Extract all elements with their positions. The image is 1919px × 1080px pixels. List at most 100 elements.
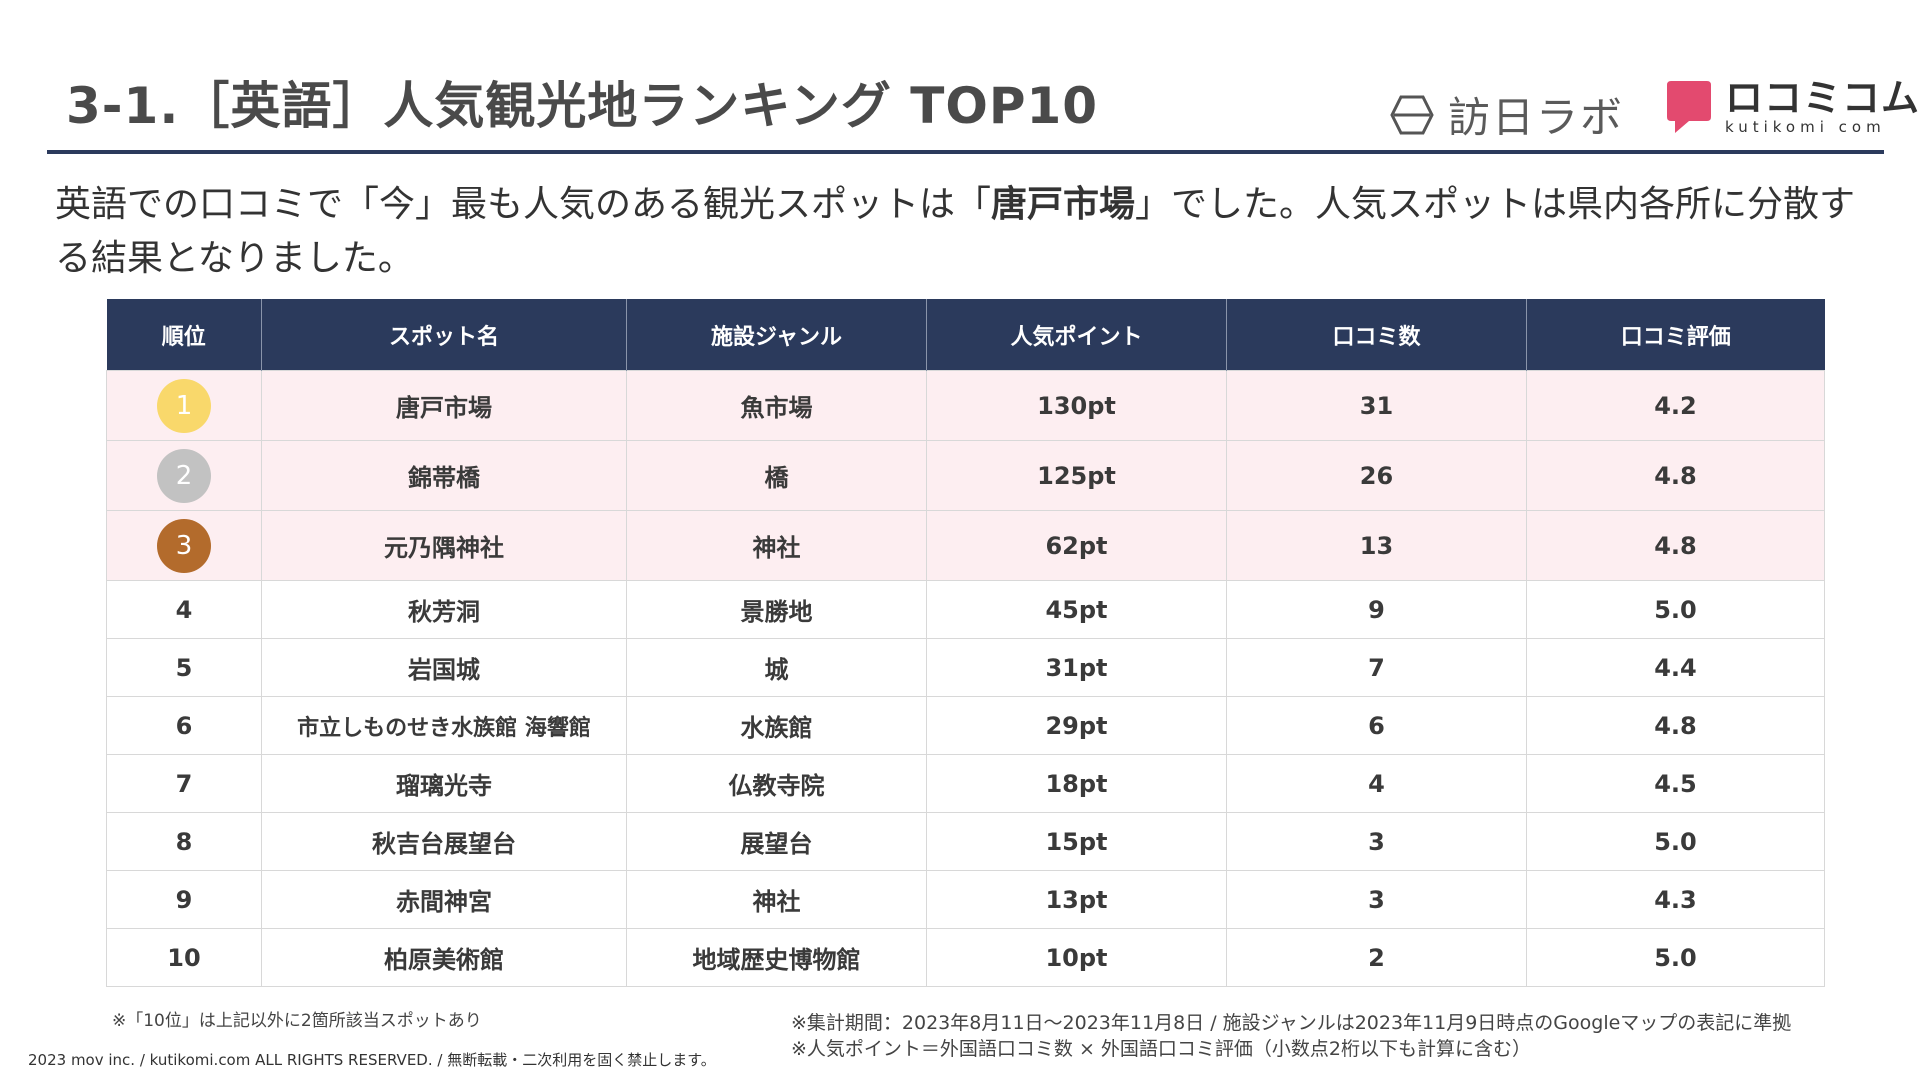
lead-text: 英語での口コミで「今」最も人気のある観光スポットは「唐戸市場」でした。人気スポッ…: [55, 178, 1885, 286]
spot-cell: 赤間神宮: [261, 870, 627, 929]
count-cell: 3: [1226, 870, 1527, 929]
footnote-rank10: ※「10位」は上記以外に2箇所該当スポットあり: [112, 1011, 482, 1031]
kutikomi-logo-text: ロコミコム: [1725, 76, 1919, 120]
table-row: 8 秋吉台展望台 展望台 15pt 3 5.0: [106, 812, 1825, 871]
rank-cell: 4: [106, 580, 262, 639]
table-row: 5 岩国城 城 31pt 7 4.4: [106, 638, 1825, 697]
spot-cell: 市立しものせき水族館 海響館: [261, 696, 627, 755]
genre-cell: 景勝地: [626, 580, 927, 639]
genre-cell: 橋: [626, 440, 927, 511]
count-cell: 4: [1226, 754, 1527, 813]
table-row: 2 錦帯橋 橋 125pt 26 4.8: [106, 440, 1825, 511]
header-rating: 口コミ評価: [1526, 299, 1825, 371]
silver-medal-badge: 2: [157, 448, 211, 503]
count-cell: 3: [1226, 812, 1527, 871]
table-row: 1 唐戸市場 魚市場 130pt 31 4.2: [106, 370, 1825, 441]
count-cell: 31: [1226, 370, 1527, 441]
genre-cell: 魚市場: [626, 370, 927, 441]
rank-cell: 10: [106, 928, 262, 987]
lead-part-2: 」でした。人気スポットは県内各所に分散する結果となりました。: [55, 184, 1856, 279]
lead-part-1: 英語での口コミで「今」最も人気のある観光スポットは「: [55, 184, 992, 225]
header-rank: 順位: [106, 299, 262, 371]
points-cell: 13pt: [926, 870, 1227, 929]
ranking-table: 順位 スポット名 施設ジャンル 人気ポイント 口コミ数 口コミ評価 1 唐戸市場…: [106, 299, 1825, 987]
spot-cell: 唐戸市場: [261, 370, 627, 441]
rank-cell: 9: [106, 870, 262, 929]
lead-highlight: 唐戸市場: [991, 184, 1136, 225]
count-cell: 2: [1226, 928, 1527, 987]
points-cell: 29pt: [926, 696, 1227, 755]
gold-medal-badge: 1: [157, 378, 211, 433]
rank-cell: 3: [106, 510, 262, 581]
header-points: 人気ポイント: [926, 299, 1227, 371]
table-row: 9 赤間神宮 神社 13pt 3 4.3: [106, 870, 1825, 929]
rank-cell: 1: [106, 370, 262, 441]
genre-cell: 展望台: [626, 812, 927, 871]
genre-cell: 水族館: [626, 696, 927, 755]
logos: 訪日ラボ ロコミコム kutikomi com: [1390, 78, 1919, 142]
rating-cell: 5.0: [1526, 580, 1825, 639]
points-cell: 62pt: [926, 510, 1227, 581]
kutikomi-logo: ロコミコム kutikomi com: [1665, 78, 1919, 136]
table-row: 4 秋芳洞 景勝地 45pt 9 5.0: [106, 580, 1825, 639]
kutikomi-logo-subtext: kutikomi com: [1725, 118, 1886, 136]
count-cell: 7: [1226, 638, 1527, 697]
houjin-lab-hexagon-icon: [1390, 95, 1434, 134]
count-cell: 26: [1226, 440, 1527, 511]
genre-cell: 神社: [626, 870, 927, 929]
bronze-medal-badge: 3: [157, 518, 211, 573]
spot-cell: 秋吉台展望台: [261, 812, 627, 871]
count-cell: 9: [1226, 580, 1527, 639]
count-cell: 6: [1226, 696, 1527, 755]
rating-cell: 4.8: [1526, 696, 1825, 755]
genre-cell: 城: [626, 638, 927, 697]
rank-cell: 8: [106, 812, 262, 871]
spot-cell: 錦帯橋: [261, 440, 627, 511]
points-cell: 45pt: [926, 580, 1227, 639]
table-header-row: 順位 スポット名 施設ジャンル 人気ポイント 口コミ数 口コミ評価: [106, 299, 1825, 371]
genre-cell: 仏教寺院: [626, 754, 927, 813]
footnote-period: ※集計期間：2023年8月11日～2023年11月8日 / 施設ジャンルは202…: [791, 1012, 1792, 1034]
rating-cell: 5.0: [1526, 812, 1825, 871]
rating-cell: 4.2: [1526, 370, 1825, 441]
points-cell: 31pt: [926, 638, 1227, 697]
rating-cell: 4.5: [1526, 754, 1825, 813]
count-cell: 13: [1226, 510, 1527, 581]
copyright: 2023 mov inc. / kutikomi.com ALL RIGHTS …: [28, 1051, 716, 1069]
spot-cell: 瑠璃光寺: [261, 754, 627, 813]
points-cell: 18pt: [926, 754, 1227, 813]
rank-cell: 6: [106, 696, 262, 755]
table-row: 3 元乃隅神社 神社 62pt 13 4.8: [106, 510, 1825, 581]
genre-cell: 神社: [626, 510, 927, 581]
houjin-lab-logo-text: 訪日ラボ: [1448, 93, 1625, 142]
rank-cell: 7: [106, 754, 262, 813]
rating-cell: 5.0: [1526, 928, 1825, 987]
header-count: 口コミ数: [1226, 299, 1527, 371]
spot-cell: 秋芳洞: [261, 580, 627, 639]
page-title: 3-1.［英語］人気観光地ランキング TOP10: [66, 77, 1099, 135]
rank-cell: 5: [106, 638, 262, 697]
points-cell: 15pt: [926, 812, 1227, 871]
spot-cell: 柏原美術館: [261, 928, 627, 987]
spot-cell: 岩国城: [261, 638, 627, 697]
spot-cell: 元乃隅神社: [261, 510, 627, 581]
rating-cell: 4.3: [1526, 870, 1825, 929]
genre-cell: 地域歴史博物館: [626, 928, 927, 987]
rating-cell: 4.8: [1526, 440, 1825, 511]
table-row: 6 市立しものせき水族館 海響館 水族館 29pt 6 4.8: [106, 696, 1825, 755]
points-cell: 130pt: [926, 370, 1227, 441]
footnote-methodology: ※集計期間：2023年8月11日～2023年11月8日 / 施設ジャンルは202…: [791, 1010, 1791, 1062]
rating-cell: 4.8: [1526, 510, 1825, 581]
table-row: 10 柏原美術館 地域歴史博物館 10pt 2 5.0: [106, 928, 1825, 987]
header-genre: 施設ジャンル: [626, 299, 927, 371]
rank-cell: 2: [106, 440, 262, 511]
houjin-lab-logo: 訪日ラボ: [1390, 84, 1624, 145]
points-cell: 10pt: [926, 928, 1227, 987]
points-cell: 125pt: [926, 440, 1227, 511]
rating-cell: 4.4: [1526, 638, 1825, 697]
header-spot: スポット名: [261, 299, 627, 371]
speech-bubble-icon: [1667, 81, 1711, 133]
footnote-formula: ※人気ポイント＝外国語口コミ数 × 外国語口コミ評価（小数点2桁以下も計算に含む…: [791, 1038, 1532, 1060]
table-row: 7 瑠璃光寺 仏教寺院 18pt 4 4.5: [106, 754, 1825, 813]
title-divider: [47, 150, 1884, 154]
